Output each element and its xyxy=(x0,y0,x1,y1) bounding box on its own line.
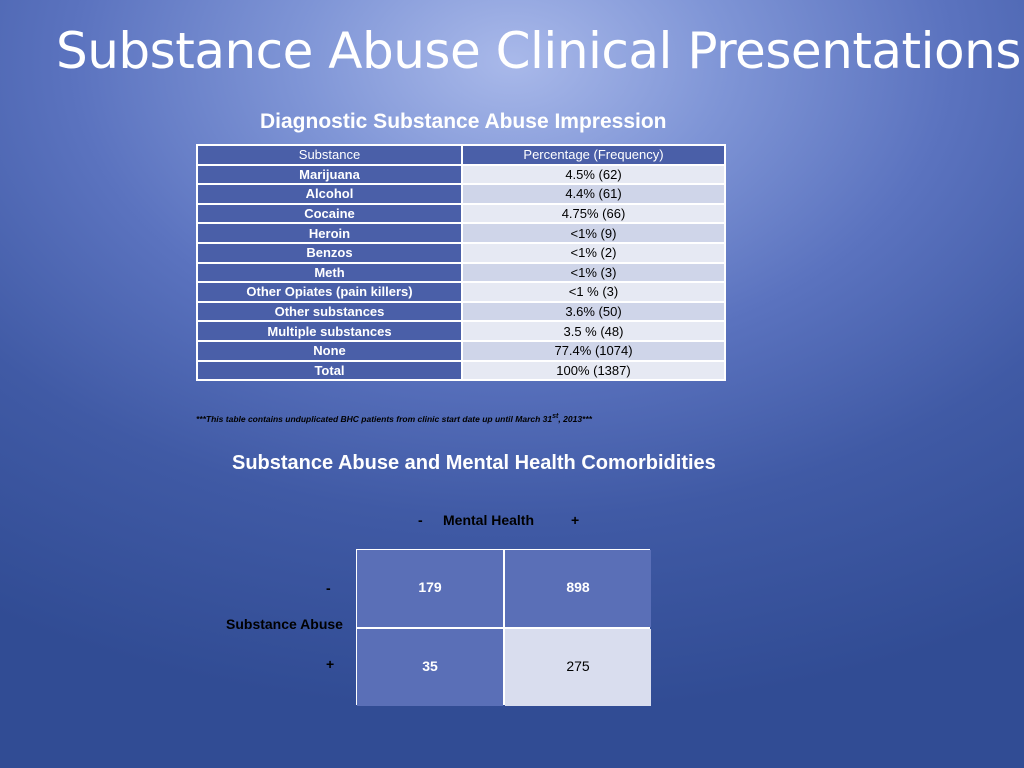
percentage-cell: 4.4% (61) xyxy=(461,183,726,205)
substance-cell: Benzos xyxy=(196,241,463,264)
slide-title: Substance Abuse Clinical Presentations xyxy=(56,22,1021,80)
substance-cell: None xyxy=(196,339,463,362)
percentage-cell: <1 % (3) xyxy=(461,281,726,303)
mental-health-plus-label: + xyxy=(571,512,580,528)
percentage-cell: 4.5% (62) xyxy=(461,163,726,186)
footnote-superscript: st xyxy=(552,412,559,420)
substance-table: Substance Percentage (Frequency) Marijua… xyxy=(196,144,726,382)
percentage-cell: 4.75% (66) xyxy=(461,202,726,225)
table-row: None 77.4% (1074) xyxy=(196,339,726,362)
percentage-cell: <1% (2) xyxy=(461,241,726,264)
percentage-cell: <1% (9) xyxy=(461,222,726,244)
substance-cell: Multiple substances xyxy=(196,320,463,342)
table-row: Benzos <1% (2) xyxy=(196,241,726,264)
mental-health-label: Mental Health xyxy=(443,512,535,528)
substance-cell: Total xyxy=(196,359,463,382)
table-row: Meth <1% (3) xyxy=(196,261,726,284)
substance-cell: Marijuana xyxy=(196,163,463,186)
column-header-substance: Substance xyxy=(196,144,463,166)
table-heading: Diagnostic Substance Abuse Impression xyxy=(260,110,667,133)
table-row: Marijuana 4.5% (62) xyxy=(196,163,726,186)
substance-cell: Cocaine xyxy=(196,202,463,225)
matrix-value: 898 xyxy=(566,579,590,595)
table-row: Multiple substances 3.5 % (48) xyxy=(196,320,726,342)
table-row: Other substances 3.6% (50) xyxy=(196,300,726,323)
footnote-text-end: , 2013*** xyxy=(558,413,592,424)
table-total-row: Total 100% (1387) xyxy=(196,359,726,382)
percentage-cell: 3.5 % (48) xyxy=(461,320,726,342)
table-header-row: Substance Percentage (Frequency) xyxy=(196,144,726,166)
substance-cell: Other Opiates (pain killers) xyxy=(196,281,463,303)
table-row: Heroin <1% (9) xyxy=(196,222,726,244)
matrix-value: 35 xyxy=(422,658,438,674)
table-row: Alcohol 4.4% (61) xyxy=(196,183,726,205)
substance-cell: Heroin xyxy=(196,222,463,244)
matrix-cell-sa-plus-mh-minus: 35 xyxy=(357,629,503,706)
footnote-text: ***This table contains unduplicated BHC … xyxy=(196,413,553,424)
percentage-cell: 77.4% (1074) xyxy=(461,339,726,362)
table-row: Other Opiates (pain killers) <1 % (3) xyxy=(196,281,726,303)
matrix-cell-sa-plus-mh-plus: 275 xyxy=(505,629,651,706)
percentage-cell: 100% (1387) xyxy=(461,359,726,382)
substance-cell: Meth xyxy=(196,261,463,284)
substance-abuse-label: Substance Abuse xyxy=(226,616,343,632)
table-footnote: ***This table contains unduplicated BHC … xyxy=(196,412,592,424)
column-header-percentage: Percentage (Frequency) xyxy=(461,144,726,166)
percentage-cell: 3.6% (50) xyxy=(461,300,726,323)
mental-health-minus-label: - xyxy=(418,512,423,528)
matrix-cell-sa-minus-mh-minus: 179 xyxy=(357,550,503,627)
substance-cell: Other substances xyxy=(196,300,463,323)
comorbidity-matrix: 179 898 35 275 xyxy=(356,549,651,706)
substance-abuse-plus-label: + xyxy=(326,656,335,672)
comorbidity-heading: Substance Abuse and Mental Health Comorb… xyxy=(232,452,716,474)
substance-abuse-minus-label: - xyxy=(326,580,331,596)
matrix-cell-sa-minus-mh-plus: 898 xyxy=(505,550,651,627)
matrix-value: 179 xyxy=(418,579,442,595)
matrix-value: 275 xyxy=(566,658,590,674)
percentage-cell: <1% (3) xyxy=(461,261,726,284)
substance-cell: Alcohol xyxy=(196,183,463,205)
table-row: Cocaine 4.75% (66) xyxy=(196,202,726,225)
